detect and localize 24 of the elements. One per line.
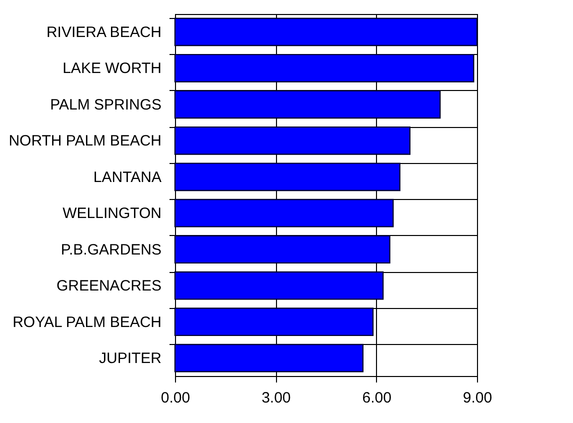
y-tick-label: ROYAL PALM BEACH: [12, 314, 162, 331]
x-tick-label: 0.00: [160, 390, 190, 406]
x-tick-label: 9.00: [462, 390, 492, 406]
y-tick-label: RIVIERA BEACH: [46, 24, 162, 41]
bar: [174, 54, 474, 82]
bar: [174, 235, 390, 264]
bar: [174, 308, 374, 336]
y-tick-label: LANTANA: [93, 168, 162, 186]
bar: [174, 126, 410, 155]
bar: [174, 271, 384, 300]
y-tick-label: JUPITER: [98, 350, 162, 368]
bar: [174, 18, 478, 46]
bar: [174, 198, 394, 228]
y-tick-label: WELLINGTON: [62, 205, 162, 222]
y-tick-label: GREENACRES: [56, 278, 162, 295]
y-tick-label: PALM SPRINGS: [50, 96, 162, 114]
x-tick-label: 6.00: [362, 390, 392, 406]
y-tick-label: P.B.GARDENS: [60, 241, 162, 258]
y-tick-label: NORTH PALM BEACH: [8, 132, 162, 150]
bar: [174, 162, 400, 192]
x-tick-label: 3.00: [262, 390, 291, 406]
bar: [174, 90, 441, 119]
bar: [174, 344, 364, 372]
y-tick-label: LAKE WORTH: [62, 60, 162, 78]
